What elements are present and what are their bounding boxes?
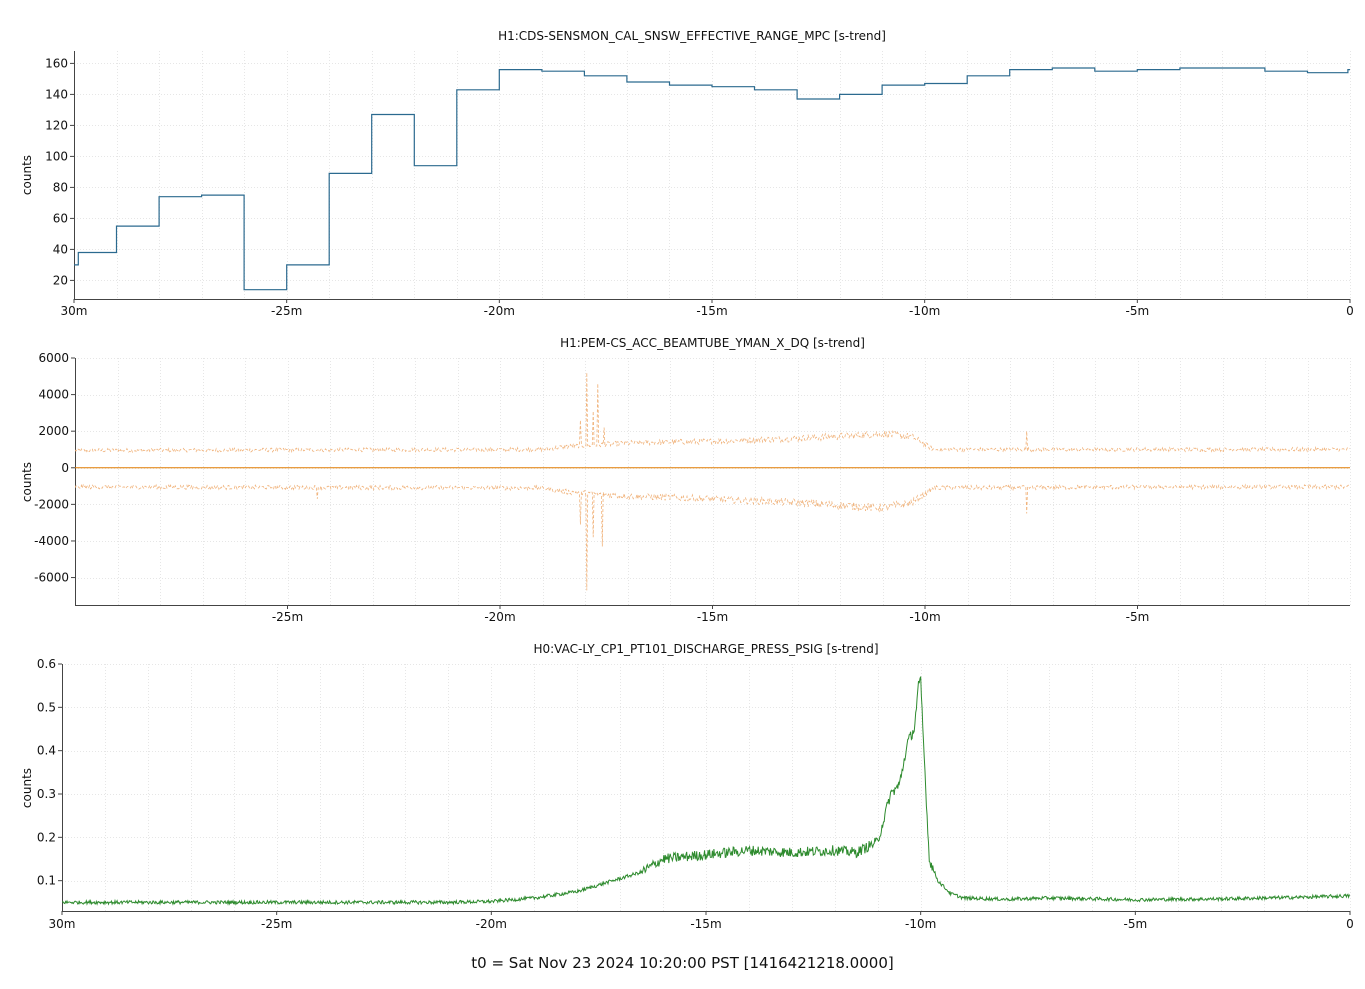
y-axis-label: counts (20, 768, 34, 808)
y-tick-label: 4000 (38, 388, 69, 402)
y-tick-label: 60 (53, 211, 68, 225)
chart-panel-1: H1:CDS-SENSMON_CAL_SNSW_EFFECTIVE_RANGE_… (20, 29, 1354, 318)
x-tick-label: -25m (271, 304, 302, 318)
y-tick-label: 0 (61, 461, 69, 475)
x-tick-label: 30m (49, 917, 76, 931)
x-tick-label: -5m (1124, 917, 1148, 931)
chart-panel-2: H1:PEM-CS_ACC_BEAMTUBE_YMAN_X_DQ [s-tren… (20, 336, 1351, 624)
x-tick-label: -10m (909, 304, 940, 318)
t0-footer: t0 = Sat Nov 23 2024 10:20:00 PST [14164… (471, 954, 894, 972)
x-tick-label: -25m (261, 917, 292, 931)
x-tick-label: -15m (696, 304, 727, 318)
x-tick-label: -10m (909, 610, 940, 624)
y-tick-label: 0.3 (37, 787, 56, 801)
series-group (62, 676, 1350, 906)
y-axis-label: counts (20, 462, 34, 502)
grid-lines (74, 51, 1351, 299)
y-tick-label: -4000 (34, 534, 69, 548)
y-tick-label: 160 (45, 56, 68, 70)
chart-title: H1:CDS-SENSMON_CAL_SNSW_EFFECTIVE_RANGE_… (498, 29, 886, 43)
y-tick-label: 0.6 (37, 657, 56, 671)
y-tick-label: 0.1 (37, 874, 56, 888)
series-line (74, 67, 1350, 291)
x-tick-label: -15m (697, 610, 728, 624)
y-tick-label: 20 (53, 273, 68, 287)
grid-lines (75, 358, 1351, 605)
y-tick-label: 40 (53, 242, 68, 256)
y-tick-label: 0.2 (37, 830, 56, 844)
x-tick-label: -20m (476, 917, 507, 931)
y-tick-label: 80 (53, 180, 68, 194)
y-axis-label: counts (20, 155, 34, 195)
y-tick-label: -2000 (34, 497, 69, 511)
y-tick-label: 0.4 (37, 744, 56, 758)
x-tick-label: 0 (1346, 304, 1354, 318)
x-tick-label: -25m (272, 610, 303, 624)
y-tick-label: 140 (45, 87, 68, 101)
x-tick-label: -20m (484, 304, 515, 318)
series-line (62, 676, 1350, 906)
y-tick-label: 0.5 (37, 700, 56, 714)
x-tick-label: -20m (484, 610, 515, 624)
x-tick-label: 0 (1346, 917, 1354, 931)
y-tick-label: 6000 (38, 351, 69, 365)
series-max-line (75, 372, 1350, 454)
grid-lines (62, 664, 1351, 911)
chart-title: H1:PEM-CS_ACC_BEAMTUBE_YMAN_X_DQ [s-tren… (560, 336, 865, 350)
series-min-line (75, 483, 1350, 591)
x-tick-label: 30m (61, 304, 88, 318)
chart-title: H0:VAC-LY_CP1_PT101_DISCHARGE_PRESS_PSIG… (533, 642, 878, 656)
series-group (74, 67, 1350, 291)
x-tick-label: -5m (1126, 610, 1150, 624)
y-tick-label: 120 (45, 118, 68, 132)
y-tick-label: 100 (45, 149, 68, 163)
y-tick-label: 2000 (38, 424, 69, 438)
x-tick-label: -15m (690, 917, 721, 931)
y-tick-label: -6000 (34, 571, 69, 585)
chart-panel-3: H0:VAC-LY_CP1_PT101_DISCHARGE_PRESS_PSIG… (20, 642, 1354, 931)
x-tick-label: -5m (1126, 304, 1150, 318)
x-tick-label: -10m (905, 917, 936, 931)
series-group (75, 372, 1350, 591)
